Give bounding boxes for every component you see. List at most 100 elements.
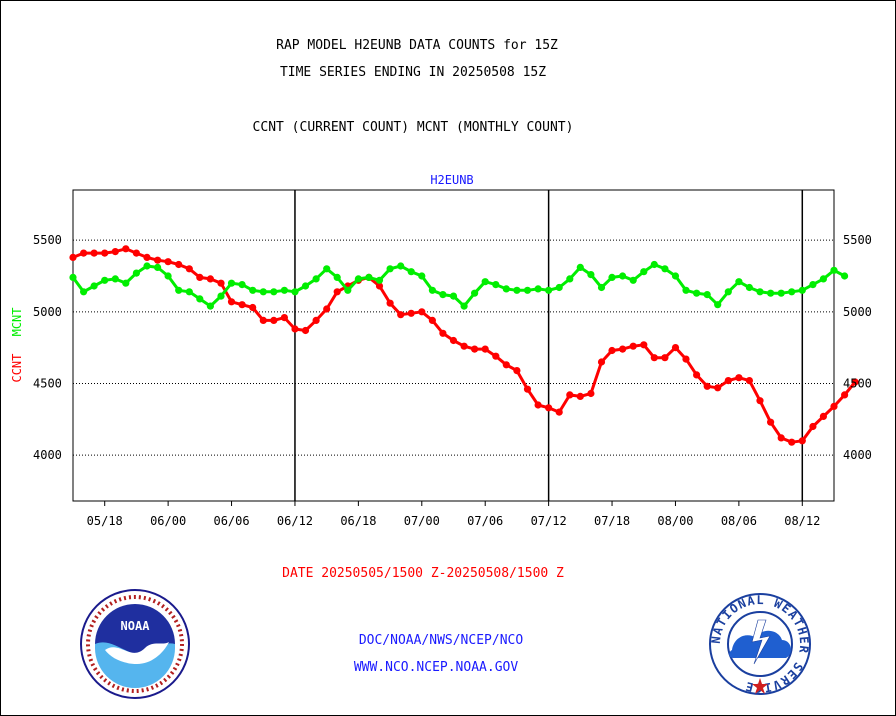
x-tick-label: 08/12 [784, 514, 820, 528]
data-point-mcnt [735, 278, 743, 286]
data-point-mcnt [397, 262, 405, 270]
data-point-ccnt [608, 346, 616, 355]
data-point-ccnt [523, 385, 532, 393]
data-point-mcnt [513, 286, 521, 294]
chart: H2EUNB 4000 4000 4500 4500 5000 5000 5500 5500 0… [10, 173, 872, 528]
data-point-ccnt [777, 434, 785, 442]
data-point-mcnt [175, 286, 183, 294]
data-point-ccnt [693, 371, 701, 379]
data-point-mcnt [111, 275, 119, 283]
data-point-mcnt [555, 283, 563, 292]
data-point-ccnt [471, 345, 479, 353]
data-point-ccnt [661, 354, 669, 362]
x-tick-label: 06/18 [340, 514, 376, 528]
data-point-ccnt [439, 329, 447, 337]
axis-labels: 4000 4000 4500 4500 5000 5000 5500 5500 05/18 06/… [33, 233, 872, 528]
data-point-mcnt [238, 281, 246, 289]
data-point-ccnt [312, 316, 320, 324]
data-point-mcnt [460, 302, 468, 310]
data-point-mcnt [217, 292, 225, 300]
data-point-mcnt [545, 286, 553, 294]
y-tick-label-left: 5000 [33, 305, 62, 319]
data-point-mcnt [576, 263, 584, 271]
header-legend-description: CCNT (CURRENT COUNT) MCNT (MONTHLY COUNT… [252, 120, 574, 135]
data-point-ccnt [143, 253, 151, 261]
y-tick-label-left: 4500 [33, 376, 62, 390]
data-point-ccnt [111, 248, 119, 256]
chart-title: H2EUNB [430, 173, 473, 187]
data-point-ccnt [333, 288, 341, 296]
data-point-mcnt [249, 286, 257, 294]
data-point-ccnt [513, 367, 521, 375]
data-point-mcnt [375, 276, 384, 284]
data-point-mcnt [270, 288, 278, 296]
data-point-mcnt [407, 268, 415, 276]
data-point-mcnt [745, 283, 754, 292]
data-point-ccnt [217, 279, 225, 287]
data-point-ccnt [819, 412, 828, 420]
data-point-ccnt [724, 377, 732, 385]
footer-link-doc[interactable]: DOC/NOAA/NWS/NCEP/NCO [358, 633, 524, 648]
data-point-ccnt [227, 298, 236, 306]
data-point-mcnt [682, 286, 690, 294]
series-layer [69, 245, 859, 446]
data-point-ccnt [809, 422, 817, 431]
data-point-mcnt [132, 269, 140, 277]
data-point-ccnt [597, 358, 606, 366]
data-point-mcnt [80, 288, 88, 296]
data-point-ccnt [69, 253, 77, 261]
date-range: DATE 20250505/1500 Z-20250508/1500 Z [282, 566, 564, 581]
x-tick-label: 06/12 [277, 514, 313, 528]
data-point-ccnt [555, 408, 563, 416]
footer-link-website[interactable]: WWW.NCO.NCEP.NOAA.GOV [353, 660, 519, 675]
data-point-mcnt [587, 271, 595, 279]
y-axis-label: CCNT MCNT [10, 307, 24, 382]
nws-logo: NATIONAL WEATHER SERVICE [709, 593, 811, 695]
data-point-ccnt [714, 384, 722, 392]
data-point-ccnt [397, 311, 405, 319]
data-point-mcnt [90, 282, 98, 290]
data-point-mcnt [354, 275, 362, 283]
data-point-mcnt [101, 276, 109, 284]
x-tick-label: 08/06 [721, 514, 757, 528]
data-point-ccnt [449, 336, 458, 345]
data-point-ccnt [481, 345, 489, 353]
data-point-ccnt [735, 374, 743, 382]
data-point-mcnt [164, 272, 172, 280]
data-point-ccnt [460, 342, 468, 350]
data-point-mcnt [777, 289, 785, 297]
data-point-ccnt [90, 249, 98, 257]
data-point-ccnt [587, 389, 595, 398]
data-point-ccnt [196, 273, 204, 281]
grid-layer [73, 239, 834, 456]
header-subtitle: TIME SERIES ENDING IN 20250508 15Z [279, 65, 547, 80]
data-point-mcnt [640, 268, 648, 276]
data-point-mcnt [291, 288, 299, 296]
data-point-mcnt [597, 283, 606, 292]
y-tick-label-left: 5500 [33, 233, 62, 247]
nws-star-icon [752, 678, 768, 694]
data-point-mcnt [418, 272, 426, 280]
data-point-ccnt [767, 418, 775, 426]
data-point-mcnt [333, 273, 341, 281]
data-point-ccnt [534, 401, 542, 409]
data-point-mcnt [608, 273, 616, 281]
data-point-ccnt [545, 404, 553, 412]
data-point-ccnt [492, 352, 500, 360]
data-point-mcnt [206, 302, 214, 310]
data-point-ccnt [502, 361, 510, 369]
x-tick-label: 07/06 [467, 514, 503, 528]
data-point-ccnt [671, 344, 680, 352]
x-tick-label: 08/00 [657, 514, 693, 528]
x-tick-label: 07/12 [531, 514, 567, 528]
data-point-ccnt [640, 341, 648, 349]
data-point-mcnt [819, 275, 828, 283]
data-point-mcnt [756, 288, 764, 296]
data-point-ccnt [280, 314, 288, 322]
y-axis-label-mcnt: MCNT [10, 307, 24, 336]
data-point-ccnt [101, 249, 109, 257]
data-point-mcnt [798, 286, 806, 294]
data-point-mcnt [841, 272, 849, 280]
data-point-ccnt [154, 256, 162, 264]
data-point-mcnt [534, 285, 542, 293]
